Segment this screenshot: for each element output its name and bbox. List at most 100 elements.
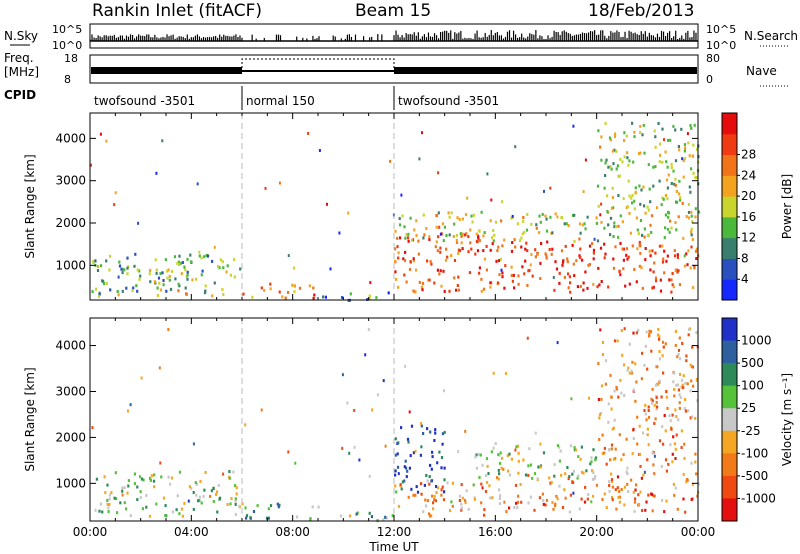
velocity-cell [212, 487, 215, 490]
velocity-cell [527, 501, 530, 505]
power-cell [341, 296, 344, 299]
velocity-cell [228, 476, 231, 480]
power-cell [401, 214, 404, 218]
power-cell [501, 244, 504, 248]
velocity-cell [414, 449, 417, 453]
power-cell [591, 242, 594, 246]
freq-band-a [91, 67, 242, 74]
velocity-cell [680, 429, 683, 433]
velocity-cell [590, 460, 593, 464]
power-cell [397, 256, 400, 260]
velocity-cell [620, 329, 623, 332]
power-cell [650, 231, 653, 234]
power-cell [464, 213, 468, 217]
power-cell [607, 165, 610, 169]
velocity-cell [480, 482, 483, 486]
velocity-cell [245, 514, 249, 518]
power-cell [169, 287, 173, 291]
velocity-cell [685, 480, 688, 484]
velocity-cell [441, 485, 444, 489]
power-cell [561, 263, 564, 267]
power-scale-frame [721, 112, 738, 301]
power-cell [421, 131, 423, 135]
power-cell [422, 236, 425, 240]
velocity-cell [480, 501, 483, 505]
velocity-cell [611, 427, 614, 431]
power-cell [674, 177, 677, 181]
power-cell [658, 244, 661, 248]
power-cell [682, 236, 685, 240]
power-cell [643, 204, 646, 208]
power-cell [136, 289, 139, 293]
power-cell [189, 253, 192, 257]
velocity-cell [623, 327, 626, 331]
power-cell [643, 235, 646, 239]
velocity-cell [210, 489, 213, 493]
nave-tick-top: 80 [706, 52, 720, 65]
velocity-cell [669, 443, 672, 447]
velocity-cell [278, 503, 281, 507]
velocity-cell [638, 452, 642, 456]
power-cell [626, 151, 629, 155]
velocity-cell [615, 387, 618, 391]
velocity-cell [139, 490, 142, 494]
velocity-cell [346, 401, 349, 405]
power-cell [657, 122, 660, 125]
power-cell [448, 215, 451, 219]
velocity-cell [633, 500, 637, 504]
power-cell [184, 268, 187, 272]
power-cell [676, 270, 679, 274]
power-cell [438, 272, 441, 276]
velocity-cell [580, 497, 583, 501]
power-cell [640, 188, 643, 192]
power-cell [609, 138, 612, 142]
power-cell [583, 222, 586, 226]
velocity-cell [620, 488, 623, 491]
velocity-cell [620, 458, 623, 462]
power-cell [435, 240, 438, 244]
velocity-cell [608, 484, 611, 487]
power-cell [99, 132, 102, 136]
power-cell [605, 158, 608, 162]
velocity-cell [681, 378, 684, 382]
power-cell [497, 245, 500, 249]
power-cell [603, 242, 606, 246]
power-cell [441, 222, 444, 226]
power-cell [643, 227, 646, 231]
velocity-cell [636, 442, 639, 446]
velocity-cell [542, 451, 546, 455]
velocity-cell [408, 410, 411, 414]
velocity-cell [200, 501, 203, 505]
power-cell [105, 139, 108, 143]
power-scale-tick-label: 4 [741, 272, 749, 286]
velocity-cell [164, 504, 167, 508]
power-cell [638, 240, 641, 244]
velocity-cell [414, 493, 417, 497]
velocity-xtick-label: 20:00 [579, 525, 614, 539]
power-cell [439, 246, 442, 250]
velocity-cell [652, 463, 655, 467]
power-cell [524, 247, 527, 251]
power-cell [545, 229, 549, 233]
velocity-cell [527, 473, 530, 477]
velocity-cell [396, 465, 400, 469]
power-cell [287, 291, 290, 294]
velocity-cell [600, 384, 604, 388]
power-cell [678, 198, 682, 202]
velocity-cell [133, 472, 136, 476]
power-cell [132, 286, 135, 290]
power-cell [603, 186, 606, 190]
velocity-cell [676, 507, 679, 511]
power-cell [123, 268, 126, 272]
velocity-cell [187, 499, 190, 503]
velocity-cell [681, 383, 684, 387]
velocity-cell [591, 494, 595, 498]
power-cell [617, 174, 620, 178]
power-cell [155, 268, 158, 272]
power-cell [651, 286, 654, 290]
freq-label: Freq. [4, 51, 34, 65]
power-cell [148, 272, 151, 276]
velocity-cell [616, 486, 619, 490]
velocity-cell [367, 328, 370, 331]
